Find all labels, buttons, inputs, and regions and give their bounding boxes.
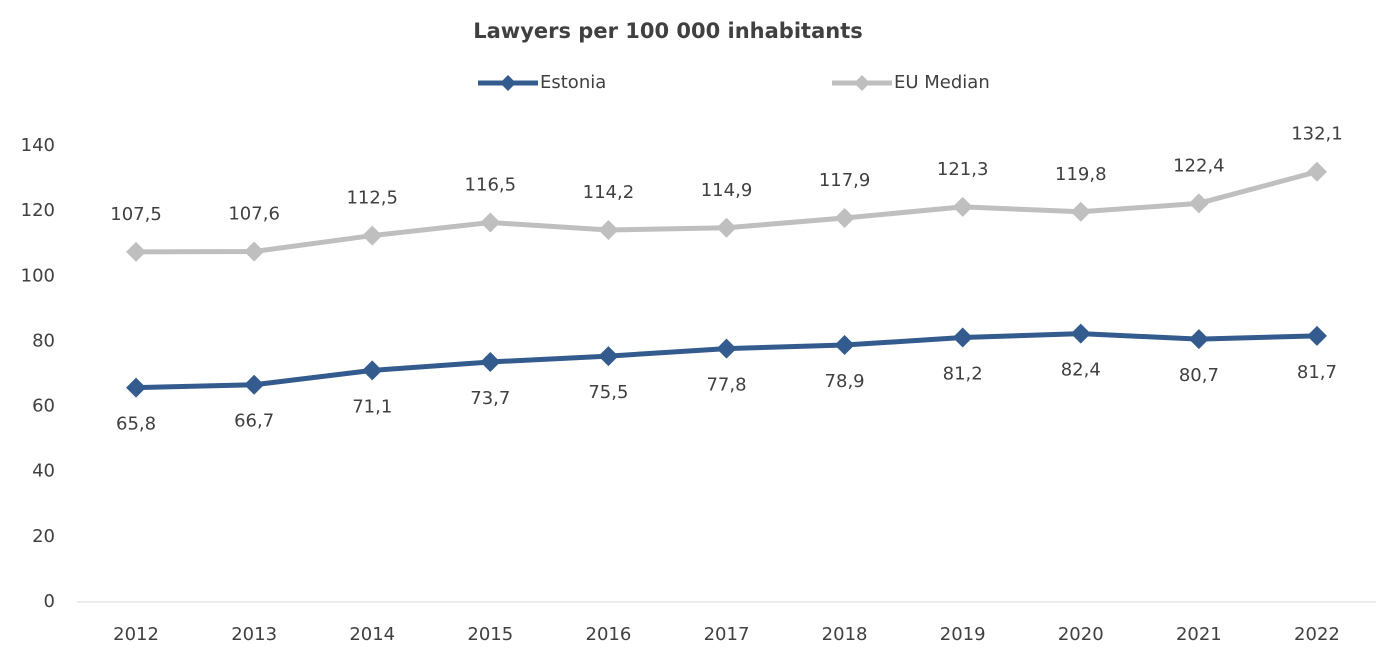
data-label: 114,2 bbox=[583, 182, 635, 203]
chart-title: Lawyers per 100 000 inhabitants bbox=[473, 19, 862, 43]
data-label: 122,4 bbox=[1173, 155, 1225, 176]
data-label: 75,5 bbox=[588, 382, 628, 403]
data-label: 81,2 bbox=[943, 364, 983, 385]
legend-marker bbox=[500, 75, 516, 91]
x-tick-label: 2014 bbox=[349, 624, 395, 645]
data-point bbox=[362, 225, 383, 246]
legend-label: EU Median bbox=[894, 72, 990, 93]
data-point bbox=[244, 241, 265, 262]
data-point bbox=[716, 338, 737, 359]
x-tick-label: 2021 bbox=[1176, 624, 1222, 645]
data-label: 66,7 bbox=[234, 411, 274, 432]
data-point bbox=[834, 207, 855, 228]
data-point bbox=[480, 212, 501, 233]
data-point bbox=[244, 374, 265, 395]
data-point bbox=[1306, 325, 1327, 346]
data-point bbox=[1070, 201, 1091, 222]
data-label: 71,1 bbox=[352, 396, 392, 417]
y-tick-label: 100 bbox=[21, 265, 55, 286]
data-point bbox=[598, 220, 619, 241]
data-label: 117,9 bbox=[819, 170, 871, 191]
x-tick-label: 2013 bbox=[231, 624, 277, 645]
data-point bbox=[952, 196, 973, 217]
data-label: 77,8 bbox=[706, 375, 746, 396]
y-tick-label: 80 bbox=[32, 330, 55, 351]
data-point bbox=[716, 217, 737, 238]
data-label: 121,3 bbox=[937, 159, 989, 180]
y-tick-label: 140 bbox=[21, 135, 55, 156]
data-label: 116,5 bbox=[465, 175, 517, 196]
data-point bbox=[126, 377, 147, 398]
data-point bbox=[1070, 323, 1091, 344]
data-label: 107,6 bbox=[228, 204, 280, 225]
data-label: 119,8 bbox=[1055, 164, 1107, 185]
x-tick-label: 2016 bbox=[586, 624, 632, 645]
x-tick-label: 2012 bbox=[113, 624, 159, 645]
data-label: 132,1 bbox=[1291, 124, 1343, 145]
y-tick-label: 20 bbox=[32, 526, 55, 547]
legend-marker bbox=[854, 75, 870, 91]
data-label: 80,7 bbox=[1179, 365, 1219, 386]
data-point bbox=[1306, 161, 1327, 182]
x-tick-label: 2022 bbox=[1294, 624, 1340, 645]
data-point bbox=[480, 351, 501, 372]
data-label: 107,5 bbox=[110, 204, 162, 225]
data-label: 82,4 bbox=[1061, 360, 1101, 381]
data-label: 114,9 bbox=[701, 180, 753, 201]
data-label: 112,5 bbox=[346, 188, 398, 209]
x-tick-label: 2017 bbox=[704, 624, 750, 645]
y-tick-label: 120 bbox=[21, 200, 55, 221]
data-point bbox=[834, 335, 855, 356]
data-point bbox=[1188, 193, 1209, 214]
data-label: 73,7 bbox=[470, 388, 510, 409]
x-tick-label: 2015 bbox=[467, 624, 513, 645]
data-point bbox=[362, 360, 383, 381]
data-label: 81,7 bbox=[1297, 362, 1337, 383]
y-tick-label: 40 bbox=[32, 461, 55, 482]
data-label: 78,9 bbox=[825, 371, 865, 392]
data-point bbox=[126, 241, 147, 262]
y-tick-label: 0 bbox=[44, 591, 55, 612]
data-point bbox=[598, 346, 619, 367]
y-tick-label: 60 bbox=[32, 396, 55, 417]
x-tick-label: 2019 bbox=[940, 624, 986, 645]
legend-label: Estonia bbox=[540, 72, 606, 93]
data-point bbox=[952, 327, 973, 348]
x-tick-label: 2020 bbox=[1058, 624, 1104, 645]
data-point bbox=[1188, 329, 1209, 350]
data-label: 65,8 bbox=[116, 414, 156, 435]
x-tick-label: 2018 bbox=[822, 624, 868, 645]
